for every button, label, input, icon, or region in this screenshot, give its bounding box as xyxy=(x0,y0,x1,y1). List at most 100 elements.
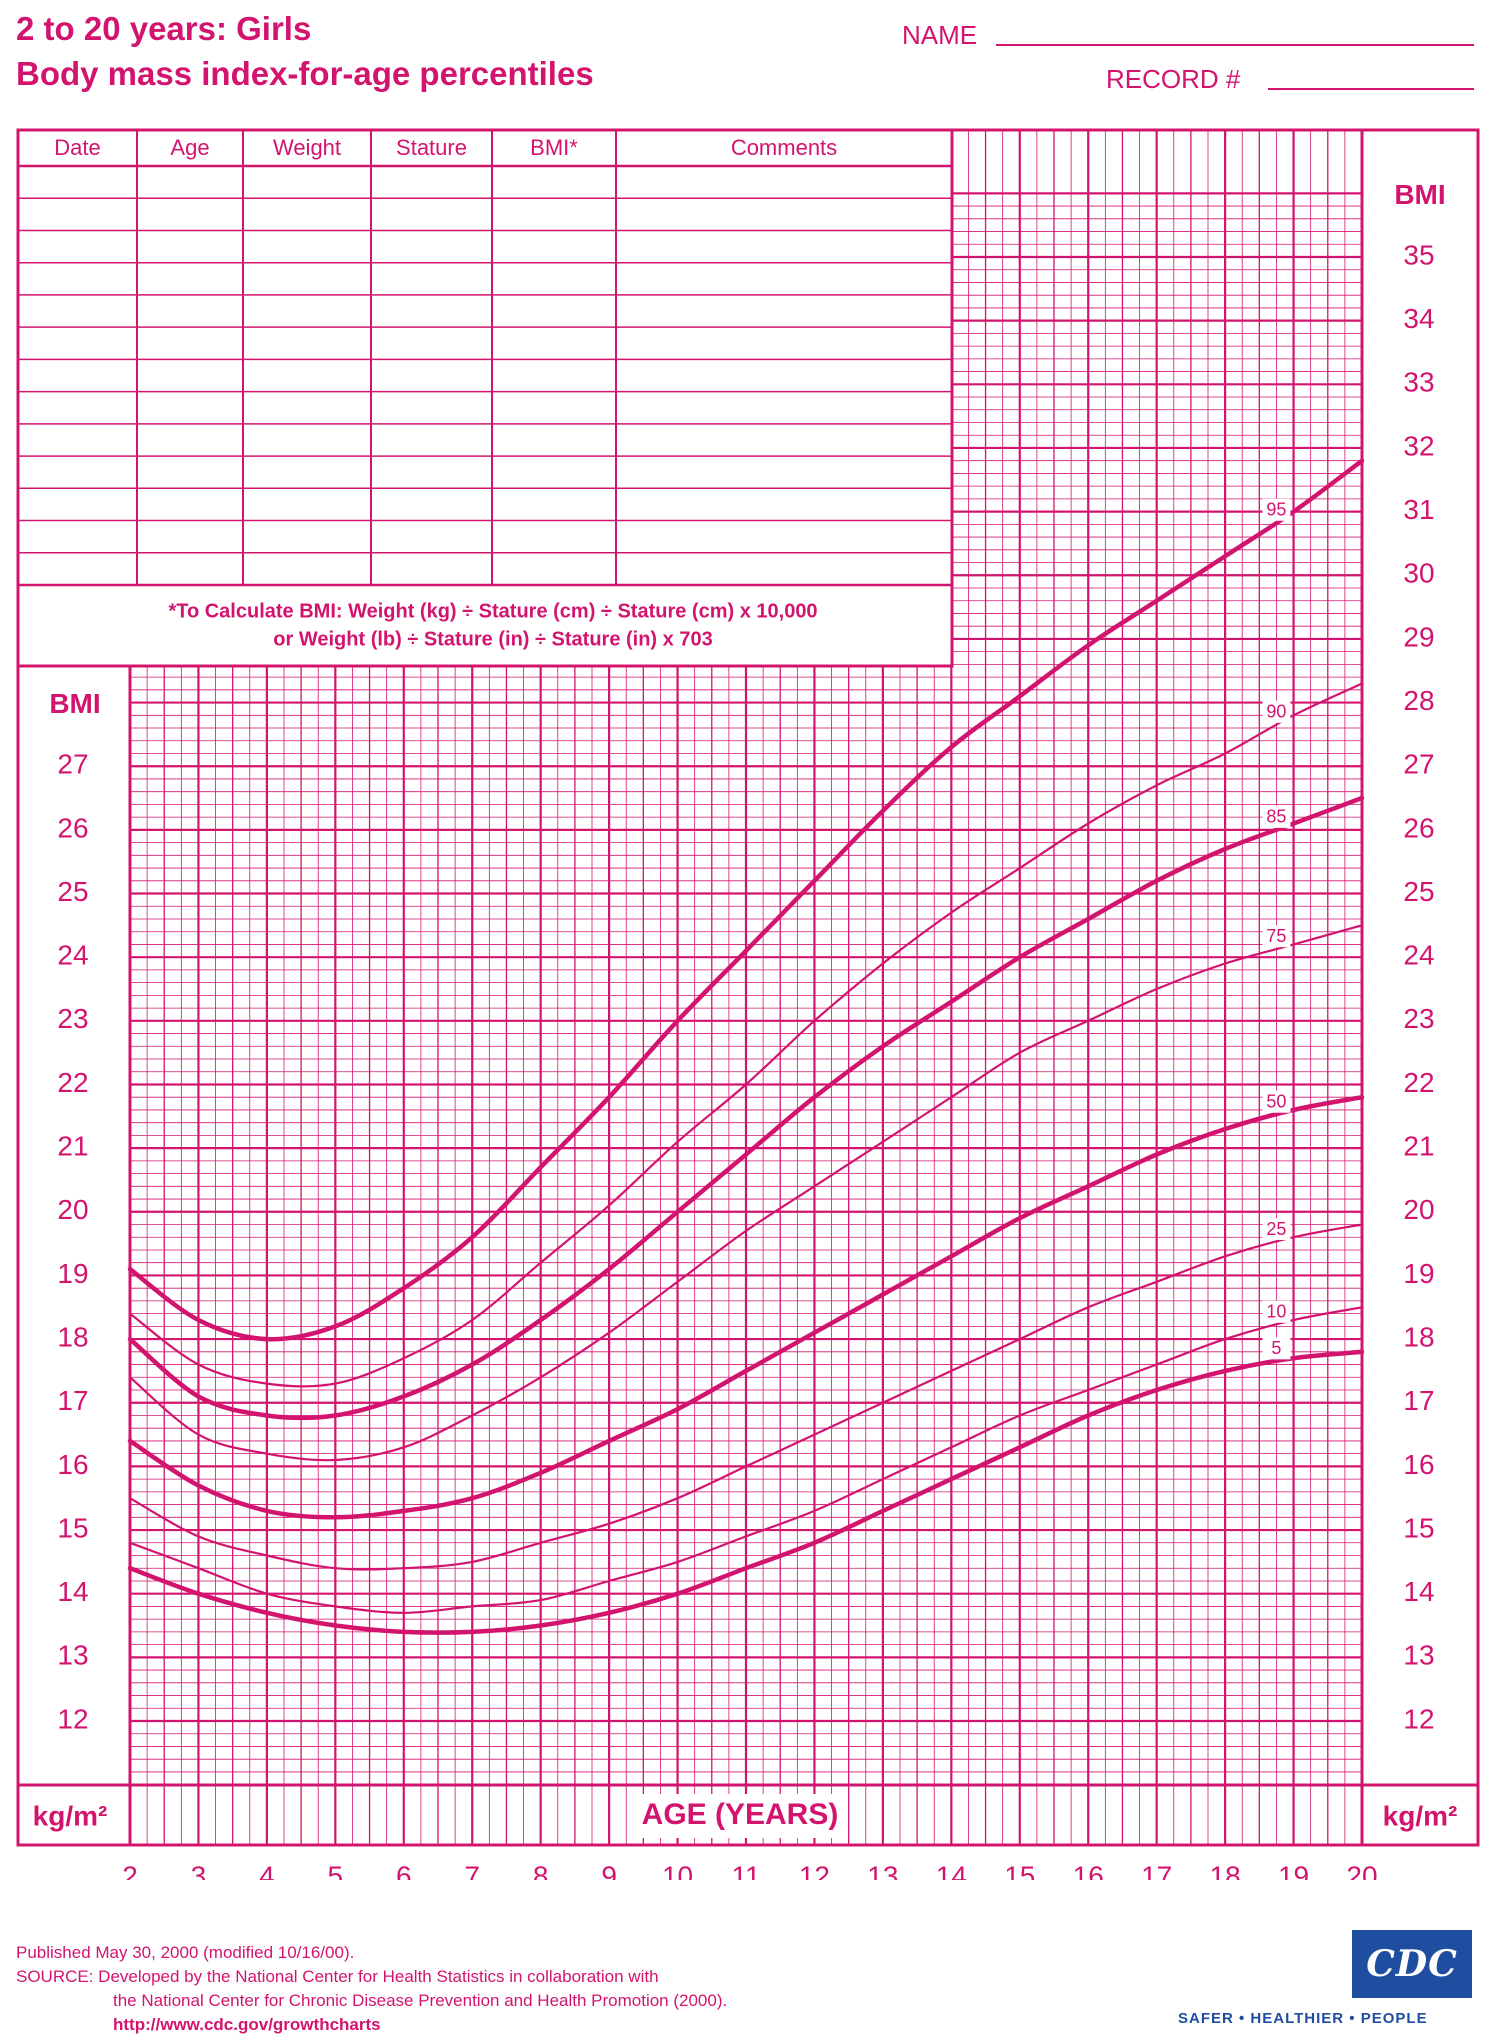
record-table-header: Weight xyxy=(273,135,341,160)
y-tick-label-right: 28 xyxy=(1403,685,1434,716)
x-tick-label: 15 xyxy=(1004,1860,1035,1880)
tick-label-bg xyxy=(44,1705,98,1737)
record-table-header: Age xyxy=(170,135,209,160)
x-tick-label: 4 xyxy=(259,1860,275,1880)
y-tick-label-right: 32 xyxy=(1403,430,1434,461)
tick-label-bg xyxy=(1392,304,1446,337)
y-tick-label-right: 17 xyxy=(1403,1385,1434,1416)
tick-label-bg xyxy=(44,877,98,910)
y-tick-label-right: 23 xyxy=(1403,1003,1434,1034)
axis-title-bg xyxy=(40,687,110,724)
y-tick-label-left: 16 xyxy=(57,1449,88,1480)
y-tick-label-right: 33 xyxy=(1403,367,1434,398)
tick-label-bg xyxy=(44,941,98,974)
x-tick-label: 6 xyxy=(396,1860,412,1880)
y-tick-label-left: 27 xyxy=(57,749,88,780)
x-tick-label: 7 xyxy=(464,1860,480,1880)
chart-subtitle: Body mass index-for-age percentiles xyxy=(16,55,594,92)
record-table xyxy=(16,128,954,668)
percentile-curve-90 xyxy=(128,682,1364,1388)
y-tick-label-left: 15 xyxy=(57,1512,88,1543)
y-axis-title-left: BMI xyxy=(49,688,100,719)
y-tick-label-left: 13 xyxy=(57,1640,88,1671)
record-table-header: Stature xyxy=(396,135,467,160)
y-tick-label-right: 31 xyxy=(1403,494,1434,525)
y-tick-label-right: 25 xyxy=(1403,876,1434,907)
percentile-label-bg xyxy=(1262,1218,1291,1241)
x-tick-label: 18 xyxy=(1210,1860,1241,1880)
percentile-curve-25 xyxy=(128,1223,1364,1571)
y-tick-label-left: 20 xyxy=(57,1194,88,1225)
tick-label-bg xyxy=(44,1577,98,1610)
tick-label-bg xyxy=(1392,1195,1446,1228)
percentile-label-bg xyxy=(1262,498,1291,521)
x-tick-label: 9 xyxy=(601,1860,617,1880)
percentile-label-bg xyxy=(1262,805,1291,828)
percentile-curve-75 xyxy=(128,924,1364,1462)
cdc-url-link[interactable]: http://www.cdc.gov/growthcharts xyxy=(113,2015,381,2034)
percentile-label-bg xyxy=(1262,700,1291,723)
cdc-logo-text: CDC xyxy=(1366,1943,1458,1985)
record-table-header: Date xyxy=(54,135,100,160)
percentile-label-75: 75 xyxy=(1266,926,1286,946)
tick-label-bg xyxy=(1392,622,1446,655)
tick-label-bg xyxy=(1392,750,1446,783)
cdc-logo: CDC xyxy=(1352,1930,1472,1998)
tick-label-bg xyxy=(1392,1004,1446,1037)
name-field-line[interactable] xyxy=(996,44,1474,46)
tick-label-bg xyxy=(1392,1577,1446,1610)
unit-label-bg xyxy=(28,1797,122,1837)
percentile-curve-95 xyxy=(127,458,1365,1342)
tick-label-bg xyxy=(44,1323,98,1356)
x-tick-label: 17 xyxy=(1141,1860,1172,1880)
y-tick-label-left: 23 xyxy=(57,1003,88,1034)
axis-title-bg xyxy=(1386,178,1456,215)
record-label: RECORD # xyxy=(1106,64,1241,94)
percentile-curve-50 xyxy=(127,1094,1365,1520)
x-tick-label: 8 xyxy=(533,1860,549,1880)
chart-title: 2 to 20 years: Girls xyxy=(16,10,312,47)
y-tick-label-right: 30 xyxy=(1403,558,1434,589)
tick-label-bg xyxy=(1392,1323,1446,1356)
tick-label-bg xyxy=(1392,1450,1446,1483)
tick-label-bg xyxy=(44,1450,98,1483)
tick-label-bg xyxy=(1392,877,1446,910)
y-tick-label-left: 25 xyxy=(57,876,88,907)
x-tick-label: 11 xyxy=(731,1860,760,1880)
percentile-label-90: 90 xyxy=(1266,702,1286,722)
tick-label-bg xyxy=(1392,1386,1446,1419)
percentile-curve-10 xyxy=(128,1306,1364,1614)
percentile-label-85: 85 xyxy=(1266,807,1286,827)
y-tick-label-right: 24 xyxy=(1403,940,1434,971)
record-table-header: BMI* xyxy=(530,135,578,160)
y-tick-label-left: 22 xyxy=(57,1067,88,1098)
y-unit-label-right: kg/m² xyxy=(1383,1800,1458,1831)
tick-label-bg xyxy=(1392,686,1446,719)
tick-label-bg xyxy=(1392,1068,1446,1101)
x-axis-title-bg xyxy=(634,1794,846,1838)
y-tick-label-right: 16 xyxy=(1403,1449,1434,1480)
tick-label-bg xyxy=(44,1514,98,1547)
unit-label-bg xyxy=(1372,1797,1472,1837)
percentile-label-bg xyxy=(1262,925,1291,948)
tick-label-bg xyxy=(44,1195,98,1228)
percentile-label-bg xyxy=(1262,1090,1291,1113)
x-tick-label: 12 xyxy=(799,1860,830,1880)
percentile-label-bg xyxy=(1262,1300,1291,1323)
percentile-label-5: 5 xyxy=(1271,1338,1281,1358)
y-tick-label-right: 14 xyxy=(1403,1576,1434,1607)
y-tick-label-left: 17 xyxy=(57,1385,88,1416)
tick-label-bg xyxy=(1392,241,1446,273)
record-field-line[interactable] xyxy=(1268,88,1474,90)
y-tick-label-right: 12 xyxy=(1403,1703,1434,1734)
percentile-curve-5 xyxy=(127,1349,1365,1635)
x-tick-label: 10 xyxy=(662,1860,693,1880)
tick-label-bg xyxy=(1392,431,1446,464)
percentile-label-10: 10 xyxy=(1266,1302,1286,1322)
y-tick-label-left: 19 xyxy=(57,1258,88,1289)
tick-label-bg xyxy=(44,1641,98,1674)
published-note: Published May 30, 2000 (modified 10/16/0… xyxy=(16,1943,355,1962)
x-tick-label: 19 xyxy=(1278,1860,1309,1880)
x-tick-label: 3 xyxy=(191,1860,207,1880)
bmi-formula-line-1: *To Calculate BMI: Weight (kg) ÷ Stature… xyxy=(168,600,817,622)
